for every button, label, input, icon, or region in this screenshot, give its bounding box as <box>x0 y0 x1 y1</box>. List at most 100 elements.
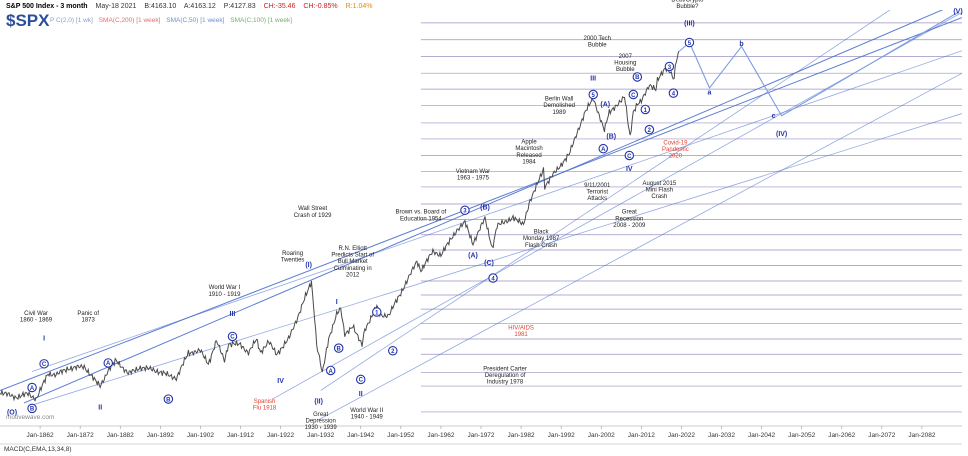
wave-label: B <box>337 346 342 352</box>
wave-label: (V) <box>953 8 962 15</box>
wave-label: II <box>98 405 102 412</box>
wave-label: (O) <box>7 409 17 416</box>
price-label: P:4127.83 <box>223 3 256 10</box>
event-annotation: Great Depression 1930 - 1939 <box>305 412 338 431</box>
wave-marker <box>103 358 113 368</box>
event-annotation: 2007 Housing Bubble <box>614 54 636 73</box>
x-tick-label: Jan-1952 <box>387 432 414 439</box>
x-tick-label: Jan-2062 <box>828 432 855 439</box>
event-annotation: Great Recession 2008 - 2009 <box>613 210 646 229</box>
x-tick-label: Jan-1892 <box>147 432 174 439</box>
wave-marker <box>598 143 609 154</box>
x-tick-label: Jan-2042 <box>748 432 775 439</box>
wave-label: (A) <box>468 252 478 259</box>
wave-marker <box>632 72 643 82</box>
wave-label: 3 <box>668 65 672 71</box>
wave-marker <box>668 88 679 98</box>
wave-label: A <box>329 369 334 375</box>
wave-label: (IV) <box>776 131 787 138</box>
wave-label: B <box>635 75 640 81</box>
wave-label: c <box>772 113 776 120</box>
wave-label: 3 <box>463 209 467 215</box>
wave-label: I <box>43 335 45 342</box>
wave-label: II <box>359 391 363 398</box>
change-pct-label: CH:-0.85% <box>303 3 338 10</box>
watermark: motivewave.com <box>6 414 55 421</box>
indicator-sma50: SMA(C,50) [1 week] <box>166 17 225 24</box>
event-annotation: Brown vs. Board of Education 1954 <box>396 210 447 223</box>
r-label: R:1.04% <box>345 3 373 10</box>
wave-label: C <box>359 378 364 384</box>
x-tick-label: Jan-1872 <box>67 432 94 439</box>
change-label: CH:-35.46 <box>263 3 296 10</box>
wave-marker <box>640 104 651 115</box>
wave-label: 4 <box>491 276 495 282</box>
event-annotation: Panic of 1873 <box>77 311 99 324</box>
wave-label: a <box>708 89 712 96</box>
wave-label: IV <box>277 378 284 385</box>
x-tick-label: Jan-1962 <box>427 432 454 439</box>
wave-label: 4 <box>672 91 676 97</box>
indicator-sma200: SMA(C,200) [1 week] <box>98 17 161 24</box>
x-tick-label: Jan-2012 <box>628 432 655 439</box>
price-series-line <box>0 50 680 402</box>
wave-label: (II) <box>314 398 323 405</box>
event-annotation: World War II 1940 - 1949 <box>350 408 383 421</box>
event-annotation: 2000 Tech Bubble <box>583 36 611 49</box>
x-tick-label: Jan-1902 <box>187 432 214 439</box>
x-tick-label: Jan-1992 <box>548 432 575 439</box>
wave-label: 5 <box>688 41 692 47</box>
x-tick-label: Jan-2032 <box>708 432 735 439</box>
wave-marker <box>333 343 344 353</box>
wave-label: (I) <box>305 262 312 269</box>
wave-label: IV <box>626 166 633 173</box>
wave-label: B <box>166 397 171 403</box>
wave-label: b <box>739 41 743 48</box>
chart-header: S&P 500 Index - 3 month May-18 2021 B:41… <box>6 3 378 10</box>
wave-marker <box>488 273 498 283</box>
event-annotation: Apple Macintosh Released 1984 <box>515 140 542 166</box>
indicator-pre: P C(2,0) [1 wk] <box>50 17 93 24</box>
wave-label: 1 <box>644 108 648 114</box>
channel-line <box>31 113 962 406</box>
wave-label: C <box>631 93 636 99</box>
x-tick-label: Jan-1882 <box>107 432 134 439</box>
chart-title: S&P 500 Index - 3 month <box>6 3 88 10</box>
channel-line <box>0 17 962 391</box>
event-annotation: Roaring Twenties <box>281 251 305 264</box>
wave-label: III <box>230 311 236 318</box>
wave-marker <box>644 124 655 135</box>
wave-label: 5 <box>592 93 596 99</box>
wave-label: (B) <box>606 134 616 141</box>
wave-label: C <box>42 362 47 368</box>
x-tick-label: Jan-2002 <box>588 432 615 439</box>
x-tick-label: Jan-2052 <box>788 432 815 439</box>
wave-label: A <box>30 386 35 392</box>
wave-label: 2 <box>391 349 395 355</box>
wave-marker <box>227 331 238 342</box>
x-tick-label: Jan-1922 <box>267 432 294 439</box>
x-tick-label: Jan-1912 <box>227 432 254 439</box>
channel-line <box>317 72 962 420</box>
wave-label: (B) <box>480 205 490 212</box>
channel-line <box>23 10 944 404</box>
wave-marker <box>39 359 49 369</box>
wave-marker <box>27 403 37 414</box>
wave-marker <box>664 61 675 72</box>
event-annotation: August 2015 Mini Flash Crash <box>643 181 677 200</box>
event-annotation: Debt/Crypto Bubble? <box>671 0 704 10</box>
event-annotation: Wall Street Crash of 1929 <box>294 206 332 219</box>
x-tick-label: Jan-1862 <box>27 432 54 439</box>
wave-label: 1 <box>375 310 379 316</box>
wave-marker <box>325 365 336 376</box>
event-annotation: President Carter Deregulation of Industry … <box>483 366 527 385</box>
wave-marker <box>624 150 635 161</box>
event-annotation: Covid-19 Pandemic 2020 <box>662 140 689 159</box>
wave-label: C <box>230 335 235 341</box>
indicator-sma100: SMA(C,100) [1 week] <box>230 17 293 24</box>
channel-line <box>31 50 962 372</box>
date-label: May-18 2021 <box>95 3 137 10</box>
bid-label: B:4163.10 <box>144 3 177 10</box>
event-annotation: World War I 1910 - 1919 <box>208 285 241 298</box>
